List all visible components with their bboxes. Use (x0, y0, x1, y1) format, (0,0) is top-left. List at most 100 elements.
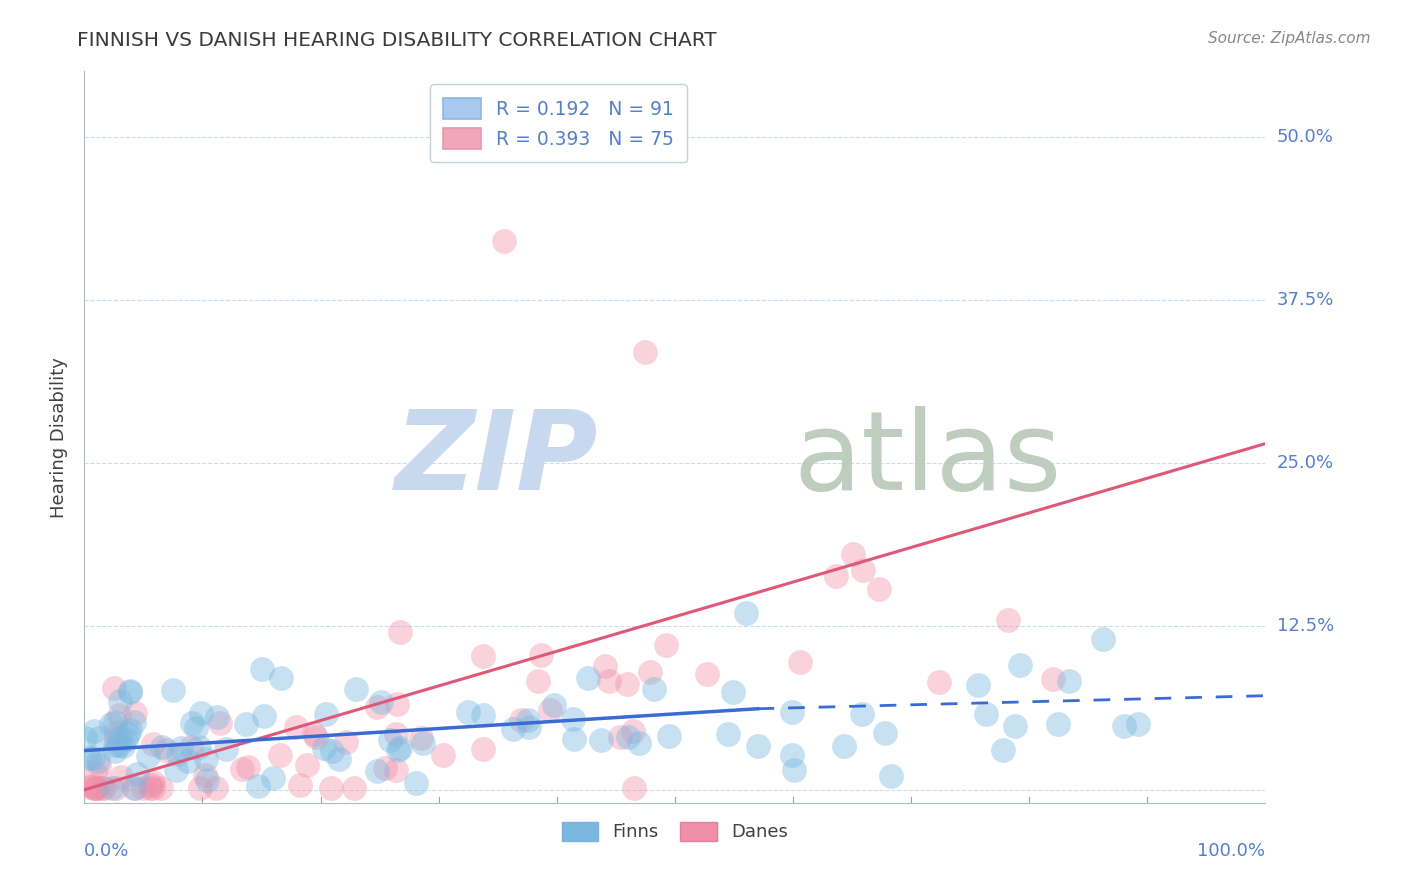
Point (928, 674, 950, 689)
Point (696, 666, 718, 681)
Point (82, 750, 104, 764)
Point (305, 731, 328, 745)
Text: ZIP: ZIP (395, 406, 598, 513)
Point (117, 727, 139, 741)
Point (87, 757, 110, 772)
Point (83, 781, 105, 796)
Point (543, 698, 565, 713)
Point (194, 768, 217, 782)
Point (122, 714, 145, 729)
Point (118, 723, 141, 738)
Point (208, 716, 231, 731)
Point (104, 715, 127, 730)
Point (205, 781, 228, 796)
Point (83, 724, 105, 739)
Point (269, 747, 291, 762)
Text: Source: ZipAtlas.com: Source: ZipAtlas.com (1208, 31, 1371, 46)
Point (780, 747, 803, 762)
Point (655, 638, 678, 652)
Point (270, 671, 292, 685)
Point (1004, 718, 1026, 732)
Point (378, 733, 401, 747)
Point (235, 717, 257, 731)
Point (516, 713, 538, 727)
Point (616, 730, 638, 744)
Point (578, 671, 600, 685)
Point (155, 742, 177, 756)
Point (344, 682, 367, 697)
Point (1008, 657, 1031, 672)
Point (509, 713, 531, 727)
Point (190, 706, 212, 720)
Point (181, 716, 204, 731)
Point (832, 739, 855, 753)
Point (302, 727, 325, 741)
Legend: Finns, Danes: Finns, Danes (555, 814, 794, 848)
Point (103, 681, 125, 695)
Point (1042, 672, 1064, 686)
Point (108, 731, 131, 745)
Text: 0.0%: 0.0% (84, 842, 129, 860)
Point (142, 781, 165, 796)
Point (93, 781, 115, 796)
Point (432, 748, 454, 763)
Point (721, 685, 744, 699)
Point (89, 731, 111, 746)
Point (598, 673, 620, 688)
Point (842, 547, 865, 561)
Point (122, 781, 145, 796)
Point (388, 625, 411, 640)
Point (195, 752, 218, 766)
Point (343, 781, 366, 796)
Point (170, 741, 193, 756)
Point (472, 648, 495, 663)
Point (880, 769, 903, 783)
Point (312, 740, 335, 755)
Point (205, 710, 228, 724)
Point (967, 678, 990, 692)
Point (87, 754, 110, 768)
Point (851, 706, 873, 721)
Point (405, 776, 427, 790)
Point (616, 677, 638, 691)
Point (561, 712, 583, 726)
Point (997, 614, 1019, 628)
Point (238, 760, 260, 774)
Point (628, 736, 651, 750)
Point (104, 738, 127, 752)
Point (591, 732, 613, 747)
Point (108, 707, 131, 722)
Point (139, 781, 162, 796)
Point (315, 706, 337, 721)
Point (101, 781, 124, 796)
Point (472, 741, 495, 756)
Point (184, 721, 207, 735)
Point (492, 234, 515, 248)
Point (873, 725, 896, 739)
Point (114, 732, 136, 747)
Text: 37.5%: 37.5% (1277, 291, 1334, 309)
Point (335, 735, 357, 749)
Point (1047, 716, 1070, 731)
Point (108, 694, 131, 708)
Point (162, 683, 184, 698)
Point (104, 726, 127, 740)
Point (167, 747, 190, 761)
Point (385, 763, 408, 777)
Point (472, 708, 495, 723)
Point (247, 779, 270, 793)
Point (747, 739, 769, 753)
Point (734, 607, 756, 621)
Point (502, 723, 524, 737)
Point (370, 695, 392, 709)
Point (387, 743, 409, 757)
Point (180, 739, 202, 754)
Point (214, 741, 236, 756)
Point (593, 659, 616, 673)
Point (993, 743, 1015, 757)
Point (262, 771, 284, 785)
Point (366, 699, 388, 714)
Point (780, 705, 803, 719)
Point (783, 763, 806, 777)
Point (825, 568, 848, 582)
